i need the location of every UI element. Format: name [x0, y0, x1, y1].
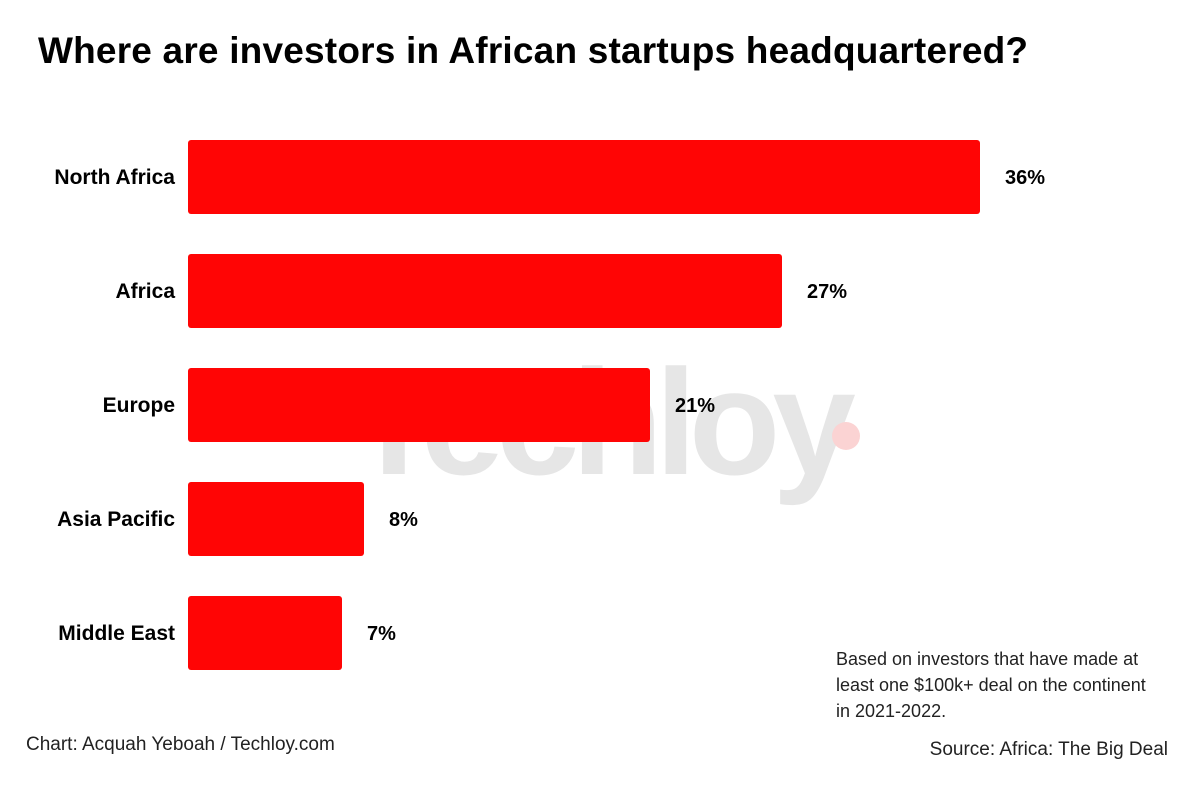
watermark-dot [832, 422, 860, 450]
category-label: North Africa [54, 166, 175, 189]
value-label: 27% [807, 281, 847, 303]
bar [188, 140, 980, 214]
bar [188, 254, 782, 328]
chart-source: Source: Africa: The Big Deal [929, 739, 1168, 760]
note-line: least one $100k+ deal on the continent [836, 675, 1146, 695]
note-line: Based on investors that have made at [836, 649, 1139, 669]
category-label: Africa [115, 280, 175, 303]
bar [188, 482, 364, 556]
chart-title: Where are investors in African startups … [38, 30, 1029, 71]
category-label: Europe [103, 394, 175, 417]
chart-credit: Chart: Acquah Yeboah / Techloy.com [26, 734, 335, 755]
category-label: Middle East [58, 622, 175, 645]
value-label: 36% [1005, 167, 1045, 189]
note-line: in 2021-2022. [836, 701, 947, 721]
bar [188, 596, 342, 670]
value-label: 21% [675, 395, 715, 417]
bar [188, 368, 650, 442]
bars-group: North Africa 36% Africa 27% Europe 21% Asia Pa… [54, 140, 1045, 670]
value-label: 7% [367, 623, 396, 645]
chart-note: Based on investors that have made at lea… [836, 646, 1196, 724]
category-label: Asia Pacific [57, 508, 175, 531]
value-label: 8% [389, 509, 418, 531]
